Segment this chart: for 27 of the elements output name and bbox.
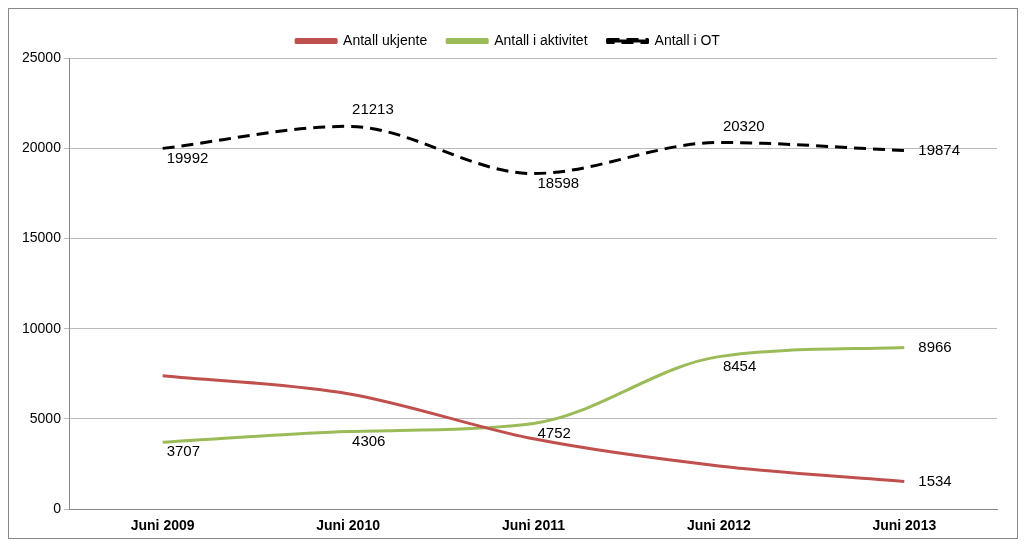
data-label: 8454 <box>722 356 757 374</box>
y-tick-label: 5000 <box>29 409 62 426</box>
y-tick-label: 20000 <box>21 139 62 156</box>
x-tick-label: Juni 2011 <box>501 517 566 534</box>
legend-label: Antall i OT <box>654 31 721 48</box>
data-label: 3707 <box>166 442 201 460</box>
data-label: 4752 <box>537 423 571 441</box>
data-label: 21213 <box>352 100 394 118</box>
y-tick-label: 0 <box>53 500 62 517</box>
x-tick-label: Juni 2009 <box>130 517 195 534</box>
y-tick-label: 15000 <box>21 229 62 246</box>
data-label: 19992 <box>166 148 209 166</box>
x-tick-label: Juni 2010 <box>316 517 381 534</box>
x-tick-label: Juni 2013 <box>872 517 937 534</box>
data-label: 18598 <box>537 173 580 191</box>
data-label: 19874 <box>918 140 961 158</box>
legend-label: Antall i aktivitet <box>494 31 588 48</box>
data-label: 1534 <box>918 471 952 489</box>
data-label: 8966 <box>918 337 952 355</box>
line-series <box>161 374 906 484</box>
x-tick-label: Juni 2012 <box>686 517 751 534</box>
data-label: 4306 <box>352 431 386 449</box>
legend-label: Antall ukjente <box>343 31 428 48</box>
y-tick-label: 10000 <box>21 319 62 336</box>
line-series <box>161 345 906 444</box>
y-tick-label: 25000 <box>21 48 62 65</box>
data-label: 20320 <box>722 116 765 134</box>
